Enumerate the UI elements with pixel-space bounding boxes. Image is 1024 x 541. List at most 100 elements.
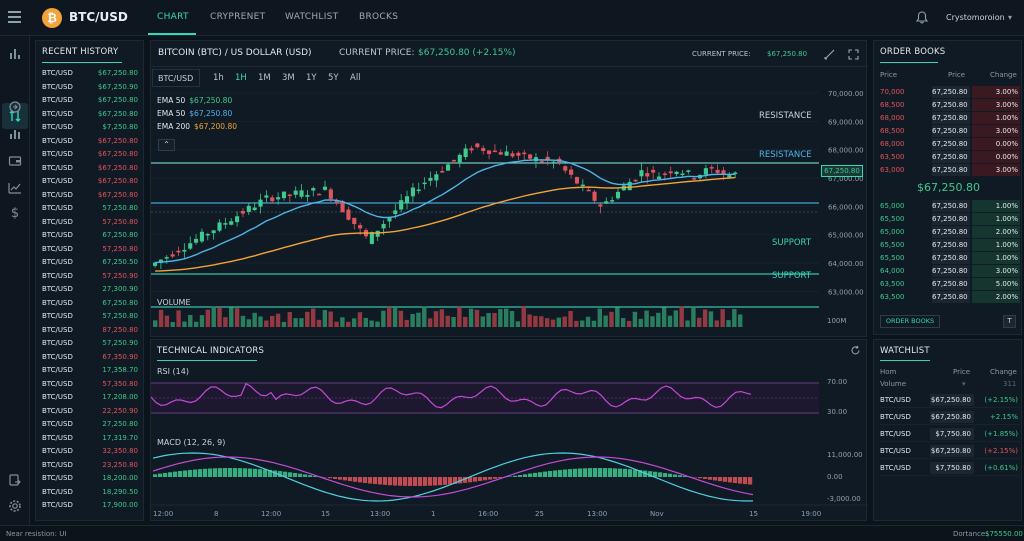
- list-item[interactable]: BTC/USD 67,250.80: [42, 229, 138, 242]
- stats-icon[interactable]: [8, 127, 22, 141]
- menu-icon[interactable]: [8, 11, 21, 23]
- list-item[interactable]: BTC/USD 18,200.00: [42, 472, 138, 485]
- history-symbol: BTC/USD: [42, 298, 73, 307]
- order-book-row[interactable]: 70,000 67,250.80 3.00%: [880, 86, 1020, 99]
- order-book-row[interactable]: 64,000 67,250.80 3.00%: [880, 265, 1020, 278]
- timeframe-3[interactable]: 3M: [282, 73, 295, 83]
- list-item[interactable]: BTC/USD $67,250.80: [42, 189, 138, 202]
- history-symbol: BTC/USD: [42, 325, 73, 334]
- tab-brocks[interactable]: BROCKS: [359, 12, 399, 22]
- list-item[interactable]: BTC/USD 87,250.80: [42, 324, 138, 337]
- tab-chart[interactable]: CHART: [157, 12, 189, 22]
- list-item[interactable]: BTC/USD 57,250.80: [42, 243, 138, 256]
- macd-line: [152, 452, 754, 502]
- line-chart-icon[interactable]: [8, 181, 22, 195]
- order-book-row[interactable]: 63,000 67,250.80 3.00%: [880, 164, 1020, 177]
- order-book-row[interactable]: 68,500 67,250.80 3.00%: [880, 125, 1020, 138]
- list-item[interactable]: BTC/USD 17,900.00: [42, 499, 138, 512]
- indicators-chart[interactable]: 12:00 8 12:00 15 13:00 1 16:00 25 13:00 Nov 15 19:0…: [151, 340, 868, 522]
- timeframe-6[interactable]: All: [350, 73, 361, 83]
- dollar-icon[interactable]: $: [10, 206, 20, 221]
- order-book-row[interactable]: 63,500 67,250.80 0.00%: [880, 151, 1020, 164]
- list-item[interactable]: BTC/USD $67,250.90: [42, 81, 138, 94]
- price-chart[interactable]: 70,000.00 69,000.00 68,000.00 67,000.00 66,0…: [151, 87, 868, 337]
- list-item[interactable]: BTC/USD 17,208.00: [42, 391, 138, 404]
- list-item[interactable]: BTC/USD 67,250.80: [42, 297, 138, 310]
- collapse-legend-button[interactable]: ⌃: [158, 139, 175, 151]
- watchlist-row[interactable]: BTC/USD $67,250.80 (+2.15%): [880, 392, 1020, 408]
- watchlist-row[interactable]: BTC/USD $7,750.80 (+1.85%): [880, 426, 1020, 442]
- bar-chart-icon[interactable]: [8, 47, 22, 61]
- list-item[interactable]: BTC/USD 57,350.80: [42, 378, 138, 391]
- settings-icon[interactable]: [8, 499, 22, 513]
- list-item[interactable]: BTC/USD $67,250.80: [42, 148, 138, 161]
- order-book-row[interactable]: 63,500 67,250.80 5.00%: [880, 278, 1020, 291]
- refresh-indicators-icon[interactable]: [850, 345, 861, 356]
- bell-icon[interactable]: [916, 11, 928, 24]
- volume-bar: [334, 321, 339, 327]
- user-name[interactable]: Crystomoroion: [946, 13, 1005, 22]
- sort-icon[interactable]: ▾: [962, 380, 966, 388]
- order-book-row[interactable]: 68,000 67,250.80 0.00%: [880, 138, 1020, 151]
- t-button[interactable]: T: [1003, 315, 1016, 328]
- list-item[interactable]: BTC/USD $67,250.80: [42, 135, 138, 148]
- symbol-selector[interactable]: BTC/USD: [152, 69, 200, 87]
- list-item[interactable]: BTC/USD 27,250.80: [42, 418, 138, 431]
- order-book-row[interactable]: 65,500 67,250.80 1.00%: [880, 239, 1020, 252]
- timeframe-0[interactable]: 1h: [213, 73, 224, 83]
- wl-symbol: BTC/USD: [880, 430, 911, 438]
- order-book-row[interactable]: 68,500 67,250.80 3.00%: [880, 99, 1020, 112]
- list-item[interactable]: BTC/USD $67,250.80: [42, 94, 138, 107]
- order-book-row[interactable]: 65,000 67,250.80 1.00%: [880, 200, 1020, 213]
- timeframe-4[interactable]: 1Y: [306, 73, 317, 83]
- ob-amount: 67,250.80: [932, 265, 970, 277]
- list-item[interactable]: BTC/USD 57,250.90: [42, 337, 138, 350]
- export-icon[interactable]: [8, 473, 22, 487]
- refresh-icon[interactable]: [8, 100, 22, 114]
- list-item[interactable]: BTC/USD $67,250.80: [42, 162, 138, 175]
- timeframe-5[interactable]: 5Y: [328, 73, 339, 83]
- order-book-row[interactable]: 68,000 67,250.80 1.00%: [880, 112, 1020, 125]
- list-item[interactable]: BTC/USD $67,250.80: [42, 175, 138, 188]
- timeframe-1[interactable]: 1H: [235, 73, 247, 83]
- order-books-button[interactable]: ORDER BOOKS: [880, 315, 940, 328]
- order-book-row[interactable]: 63,500 67,250.80 2.00%: [880, 291, 1020, 304]
- draw-icon[interactable]: [823, 48, 836, 61]
- list-item[interactable]: BTC/USD 18,290.50: [42, 486, 138, 499]
- list-item[interactable]: BTC/USD 67,350.90: [42, 351, 138, 364]
- list-item[interactable]: BTC/USD 57,250.80: [42, 216, 138, 229]
- watchlist-row[interactable]: BTC/USD $67,250.80 +2.15%: [880, 409, 1020, 425]
- list-item[interactable]: BTC/USD 67,250.50: [42, 256, 138, 269]
- order-book-row[interactable]: 65,500 67,250.80 1.00%: [880, 213, 1020, 226]
- list-item[interactable]: BTC/USD 57,250.90: [42, 270, 138, 283]
- volume-bar: [685, 320, 690, 327]
- y-tick-label: 66,000.00: [828, 203, 864, 211]
- list-item[interactable]: BTC/USD 57,250.80: [42, 202, 138, 215]
- ema-legend-item: EMA 50 $67,250.80: [157, 96, 237, 105]
- list-item[interactable]: BTC/USD $67,250.80: [42, 67, 138, 80]
- watchlist-row[interactable]: BTC/USD $7,750.80 (+0.61%): [880, 460, 1020, 476]
- list-item[interactable]: BTC/USD 27,300.90: [42, 283, 138, 296]
- timeframe-2[interactable]: 1M: [258, 73, 271, 83]
- tab-cryprenet[interactable]: CRYPRENET: [210, 12, 266, 22]
- list-item[interactable]: BTC/USD $7,250.80: [42, 121, 138, 134]
- volume-bar: [310, 308, 316, 327]
- list-item[interactable]: BTC/USD 32,350.80: [42, 445, 138, 458]
- wallet-icon[interactable]: [8, 154, 22, 168]
- watchlist-row[interactable]: BTC/USD $67,250.80 (+2.15%): [880, 443, 1020, 459]
- list-item[interactable]: BTC/USD 17,319.70: [42, 432, 138, 445]
- list-item[interactable]: BTC/USD 57,250.80: [42, 310, 138, 323]
- list-item[interactable]: BTC/USD $67,250.80: [42, 108, 138, 121]
- candle-body: [475, 143, 480, 148]
- list-item[interactable]: BTC/USD 22,250.90: [42, 405, 138, 418]
- list-item[interactable]: BTC/USD 23,250.80: [42, 459, 138, 472]
- order-book-row[interactable]: 65,000 67,250.80 2.00%: [880, 226, 1020, 239]
- candle-body: [317, 193, 322, 196]
- history-price: 57,350.80: [102, 379, 138, 388]
- fullscreen-icon[interactable]: [847, 48, 860, 61]
- chevron-down-icon[interactable]: ▾: [1008, 13, 1013, 22]
- tab-watchlist[interactable]: WATCHLIST: [285, 12, 339, 22]
- volume-bar: [346, 321, 351, 327]
- order-book-row[interactable]: 65,500 67,250.80 1.00%: [880, 252, 1020, 265]
- list-item[interactable]: BTC/USD 17,358.70: [42, 364, 138, 377]
